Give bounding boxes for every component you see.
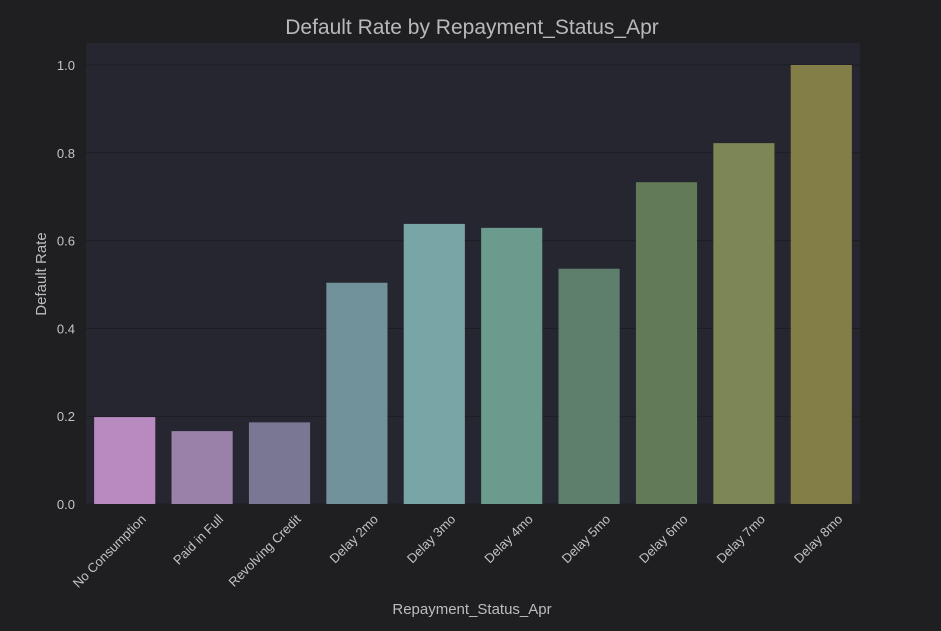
bar (403, 223, 465, 504)
y-tick-label: 0.4 (57, 321, 75, 336)
x-tick-label: Delay 7mo (713, 512, 768, 567)
bar (326, 282, 388, 504)
bar (481, 227, 543, 504)
y-axis-label: Default Rate (33, 232, 50, 315)
bar (790, 65, 852, 504)
x-tick-label: Delay 5mo (559, 512, 614, 567)
x-tick-label: Delay 3mo (404, 512, 459, 567)
x-tick-label: Delay 2mo (326, 512, 381, 567)
bar (171, 431, 233, 504)
x-tick-label: Delay 8mo (791, 512, 846, 567)
y-tick-label: 0.2 (57, 409, 75, 424)
bar (558, 268, 620, 504)
x-tick-label: Delay 6mo (636, 512, 691, 567)
y-tick-label: 0.8 (57, 146, 75, 161)
y-tick-label: 1.0 (57, 58, 75, 73)
x-axis-ticks: No Consumption Paid in Full Revolving Cred… (70, 511, 846, 590)
chart-title: Default Rate by Repayment_Status_Apr (285, 16, 659, 39)
bars (94, 65, 852, 504)
bar (248, 422, 311, 504)
bar (635, 182, 698, 504)
x-tick-label: No Consumption (70, 512, 149, 591)
x-tick-label: Revolving Credit (226, 511, 304, 589)
y-tick-label: 0.0 (57, 497, 75, 512)
bar (713, 143, 775, 504)
y-axis-ticks: 0.0 0.2 0.4 0.6 0.8 1.0 (57, 58, 75, 512)
bar (94, 417, 156, 504)
x-tick-label: Delay 4mo (481, 512, 536, 567)
x-tick-label: Paid in Full (170, 511, 226, 567)
x-axis-label: Repayment_Status_Apr (392, 601, 551, 618)
y-tick-label: 0.6 (57, 234, 75, 249)
